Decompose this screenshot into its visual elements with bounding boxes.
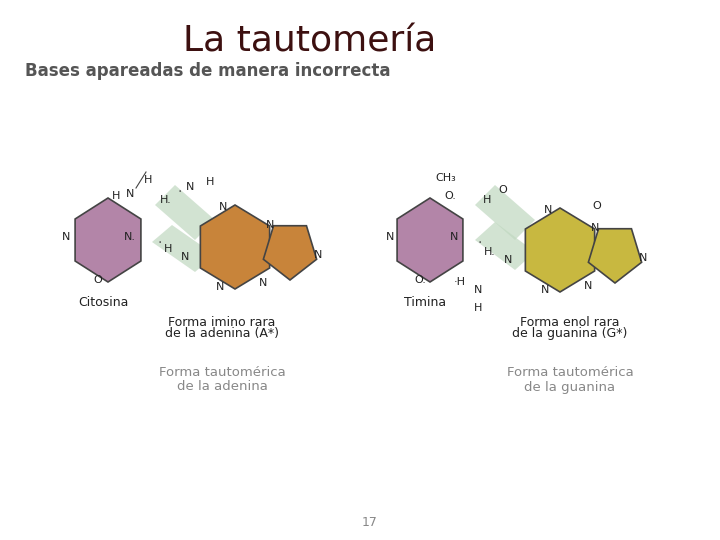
Polygon shape: [152, 225, 215, 272]
Text: N: N: [584, 281, 592, 291]
Text: N: N: [591, 223, 599, 233]
Text: H: H: [206, 177, 214, 187]
Polygon shape: [475, 222, 535, 270]
Text: Forma enol rara: Forma enol rara: [521, 315, 620, 328]
Text: N: N: [386, 232, 394, 242]
Text: Timina: Timina: [404, 295, 446, 308]
Text: N: N: [181, 252, 189, 262]
Text: ·: ·: [178, 185, 182, 199]
Text: N: N: [126, 189, 134, 199]
Text: N: N: [544, 205, 552, 215]
Text: N: N: [266, 220, 274, 230]
Text: N: N: [258, 278, 267, 288]
Text: Forma imino rara: Forma imino rara: [168, 315, 276, 328]
Text: Bases apareadas de manera incorrecta: Bases apareadas de manera incorrecta: [25, 62, 390, 80]
Text: ·H: ·H: [454, 277, 466, 287]
Text: H: H: [483, 195, 491, 205]
Polygon shape: [526, 208, 595, 292]
Polygon shape: [475, 185, 535, 240]
Text: N: N: [186, 182, 194, 192]
Text: de la guanina (G*): de la guanina (G*): [513, 327, 628, 341]
Text: La tautomería: La tautomería: [184, 25, 436, 59]
Text: N: N: [216, 282, 224, 292]
Polygon shape: [200, 205, 270, 289]
Text: H: H: [112, 191, 120, 201]
Polygon shape: [397, 198, 463, 282]
Text: N: N: [639, 253, 647, 263]
Text: de la adenina: de la adenina: [176, 381, 267, 394]
Polygon shape: [155, 185, 215, 240]
Polygon shape: [75, 198, 141, 282]
Text: O: O: [593, 201, 601, 211]
Polygon shape: [588, 229, 642, 283]
Text: N: N: [474, 285, 482, 295]
Text: N: N: [541, 285, 549, 295]
Text: de la guanina: de la guanina: [524, 381, 616, 394]
Text: N: N: [314, 250, 322, 260]
Text: H.: H.: [160, 195, 172, 205]
Text: H.: H.: [484, 247, 496, 257]
Text: O.: O.: [414, 275, 426, 285]
Text: O: O: [499, 185, 508, 195]
Text: N: N: [219, 202, 228, 212]
Text: N.: N.: [124, 232, 136, 242]
Text: N: N: [504, 255, 512, 265]
Text: O: O: [94, 275, 102, 285]
Text: H: H: [474, 303, 482, 313]
Text: Citosina: Citosina: [78, 295, 128, 308]
Text: N: N: [62, 232, 70, 242]
Text: de la adenina (A*): de la adenina (A*): [165, 327, 279, 341]
Text: H: H: [144, 175, 152, 185]
Text: 17: 17: [362, 516, 378, 529]
Text: ·: ·: [478, 236, 482, 250]
Text: Forma tautomérica: Forma tautomérica: [507, 366, 634, 379]
Text: ·: ·: [158, 236, 162, 250]
Text: CH₃: CH₃: [436, 173, 456, 183]
Text: Forma tautomérica
de la adenina: Forma tautomérica de la adenina: [0, 539, 1, 540]
Polygon shape: [264, 226, 317, 280]
Text: Forma tautomérica: Forma tautomérica: [158, 366, 285, 379]
Text: H: H: [164, 244, 172, 254]
Text: N: N: [450, 232, 458, 242]
Text: O.: O.: [444, 191, 456, 201]
